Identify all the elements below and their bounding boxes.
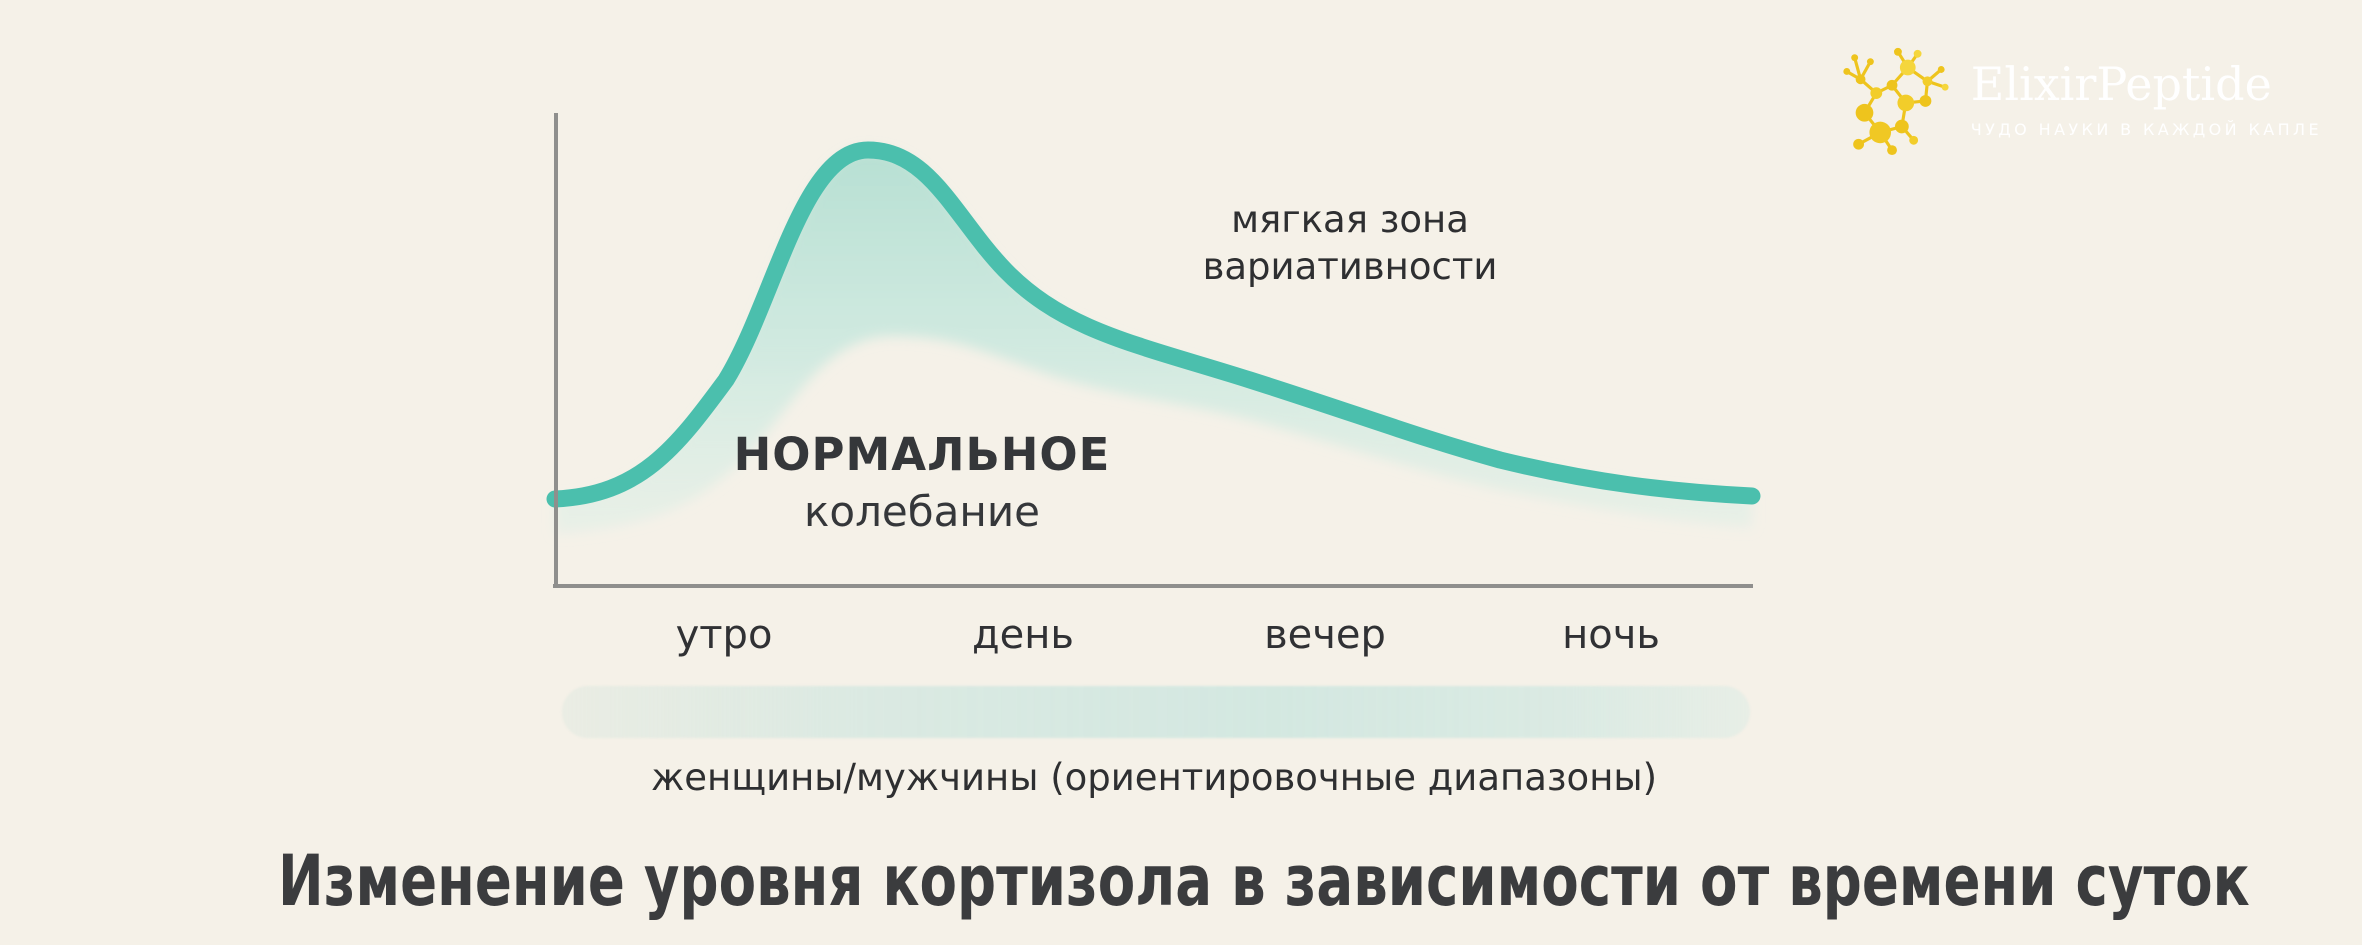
normal-fluctuation-label-line2: колебание	[804, 487, 1040, 536]
reference-range-bar	[562, 686, 1750, 738]
brand-logo: ElixirPeptide ЧУДО НАУКИ В КАЖДОЙ КАПЛЕ	[1835, 40, 2322, 158]
brand-text-block: ElixirPeptide ЧУДО НАУКИ В КАЖДОЙ КАПЛЕ	[1971, 59, 2322, 139]
chart-title-row: Изменение уровня кортизола в зависимости…	[0, 840, 2362, 922]
normal-fluctuation-label-line1: НОРМАЛЬНОЕ	[733, 428, 1111, 481]
normal-fluctuation-label: НОРМАЛЬНОЕ колебание	[734, 428, 1111, 536]
chart-title: Изменение уровня кортизола в зависимости…	[278, 840, 2250, 922]
x-tick-night: ночь	[1562, 612, 1660, 658]
brand-name: ElixirPeptide	[1970, 57, 2272, 112]
reference-range-caption: женщины/мужчины (ориентировочные диапазо…	[650, 756, 1658, 799]
molecule-icon	[1843, 47, 1949, 156]
x-tick-evening: вечер	[1264, 612, 1386, 658]
upper-bound-curve	[546, 141, 1761, 508]
brand-tagline: ЧУДО НАУКИ В КАЖДОЙ КАПЛЕ	[1970, 119, 2322, 139]
soft-variability-zone-label: мягкая зона вариативности	[1202, 198, 1498, 289]
molecule-atoms	[1843, 47, 1949, 156]
x-tick-morning: утро	[675, 612, 773, 658]
variability-band-area	[555, 150, 1752, 534]
x-tick-day: день	[972, 612, 1074, 658]
